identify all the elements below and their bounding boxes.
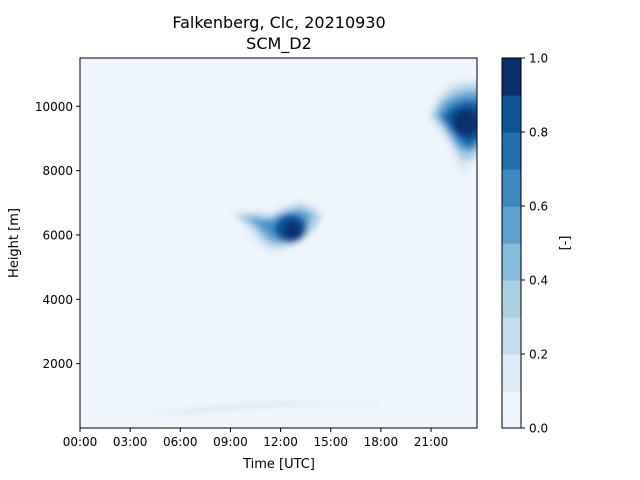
colorbar-tick-label: 0.6 — [529, 200, 548, 214]
colorbar-tick-label: 0.2 — [529, 348, 548, 362]
x-tick-label: 06:00 — [163, 435, 198, 449]
y-tick-label: 4000 — [42, 293, 73, 307]
colorbar-level — [502, 354, 521, 392]
x-axis-label: Time [UTC] — [242, 457, 315, 472]
colorbar-frame — [501, 57, 522, 429]
plot-frame — [79, 57, 478, 429]
upper-cloud-core — [452, 108, 477, 136]
x-tick-label: 21:00 — [414, 435, 449, 449]
x-tick-label: 09:00 — [213, 435, 248, 449]
chart-subtitle: SCM_D2 — [246, 34, 312, 54]
colorbar-level — [502, 206, 521, 244]
y-axis-label: Height [m] — [7, 208, 22, 278]
colorbar-tick-label: 0.4 — [529, 274, 548, 288]
plot-area — [79, 57, 478, 429]
colorbar-tick-label: 0.8 — [529, 126, 548, 140]
colorbar-level — [502, 169, 521, 207]
x-tick-label: 18:00 — [364, 435, 399, 449]
colorbar-level — [502, 58, 521, 96]
colorbar: 0.0 0.2 0.4 0.6 0.8 1.0 [-] — [501, 52, 573, 436]
x-tick-label: 15:00 — [313, 435, 348, 449]
colorbar-label: [-] — [558, 236, 573, 251]
x-tick-label: 03:00 — [113, 435, 148, 449]
y-tick-label: 2000 — [42, 357, 73, 371]
y-tick-label: 10000 — [35, 100, 73, 114]
x-tick-label: 00:00 — [63, 435, 98, 449]
colorbar-level — [502, 280, 521, 318]
y-tick-label: 6000 — [42, 228, 73, 242]
colorbar-level — [502, 95, 521, 133]
colorbar-level — [502, 132, 521, 170]
y-axis: 2000 4000 6000 8000 10000 — [35, 100, 80, 371]
mid-cloud-core — [283, 221, 301, 239]
low-cloud-inner — [180, 403, 314, 413]
colorbar-level — [502, 243, 521, 281]
colorbar-tick-label: 0.0 — [529, 422, 548, 436]
x-axis: 00:00 03:00 06:00 09:00 12:00 15:00 18:00 21:00 — [63, 428, 449, 449]
colorbar-level — [502, 317, 521, 355]
chart-title: Falkenberg, Clc, 20210930 — [172, 13, 385, 32]
y-tick-label: 8000 — [42, 164, 73, 178]
x-tick-label: 12:00 — [263, 435, 298, 449]
cloud-contours — [151, 78, 477, 416]
colorbar-tick-label: 1.0 — [529, 52, 548, 66]
contour-layers — [151, 78, 477, 416]
colorbar-level — [502, 391, 521, 429]
